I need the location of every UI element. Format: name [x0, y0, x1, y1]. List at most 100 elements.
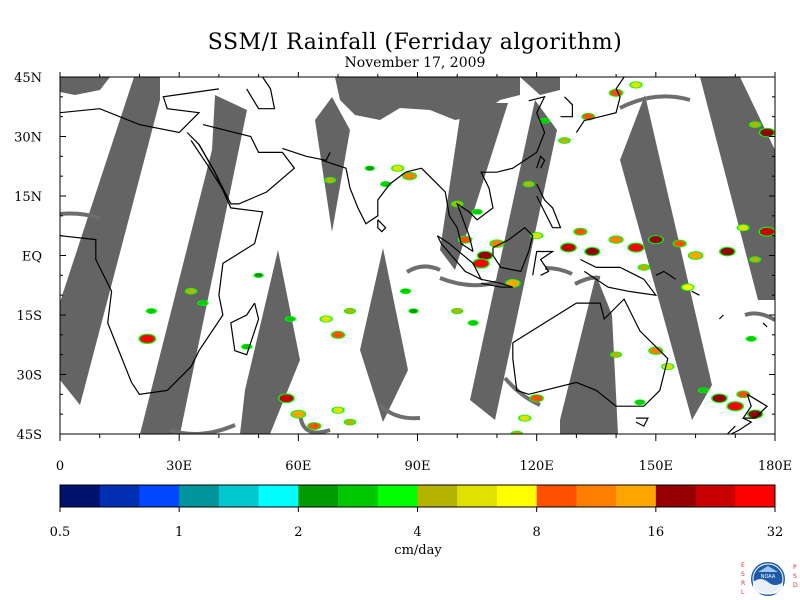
- rain-cell: [610, 89, 622, 97]
- rain-cell: [610, 236, 623, 243]
- rain-cell: [332, 407, 344, 413]
- rain-cell: [381, 181, 390, 187]
- rain-cell: [325, 177, 335, 183]
- rain-cell: [760, 128, 774, 137]
- longitude-label: 60E: [285, 459, 311, 474]
- coastline: [377, 219, 387, 233]
- colorbar-swatch: [695, 485, 736, 507]
- longitude-label: 0: [56, 459, 64, 474]
- rain-cell: [540, 118, 549, 123]
- swath-edge-arc: [544, 266, 573, 276]
- rain-cell: [699, 388, 708, 393]
- coastline: [580, 258, 658, 297]
- rain-cell: [585, 247, 599, 256]
- longitude-label: 120E: [520, 459, 554, 474]
- colorbar-swatch: [377, 485, 418, 507]
- swath-gap-stripe: [470, 100, 557, 420]
- coastline: [536, 183, 562, 229]
- swath-edge-arc: [378, 403, 421, 421]
- colorbar-unit-label: cm/day: [394, 543, 442, 558]
- rain-cell: [506, 279, 520, 287]
- axis-ticks: [59, 72, 776, 441]
- coastline: [282, 147, 331, 161]
- rain-cell: [308, 422, 320, 430]
- coastline: [322, 159, 422, 225]
- rain-cell: [345, 419, 355, 425]
- swath-edge-arcs: [60, 94, 775, 434]
- colorbar-tick-label: 32: [767, 525, 784, 540]
- rain-cell: [530, 395, 543, 402]
- satellite-swath-gaps: [60, 77, 775, 434]
- longitude-labels: 0 30E 60E 90E 120E 150E 180E: [56, 459, 792, 474]
- colorbar-swatch: [536, 485, 577, 507]
- latitude-label: 45N: [14, 71, 42, 86]
- rain-cell: [635, 399, 645, 405]
- longitude-label: 30E: [166, 459, 192, 474]
- coastline: [575, 77, 625, 133]
- rain-cell: [738, 224, 749, 231]
- rain-cell: [712, 394, 727, 403]
- noaa-logo-text: NOAA: [761, 574, 776, 580]
- rain-cell: [279, 394, 294, 403]
- longitude-label: 90E: [404, 459, 430, 474]
- rain-cell: [559, 137, 570, 144]
- coastline: [198, 124, 296, 205]
- rain-cell: [674, 240, 686, 247]
- rain-cell: [748, 410, 762, 418]
- colorbar-swatch: [496, 485, 538, 507]
- rain-cell: [759, 227, 775, 236]
- rain-cell: [639, 264, 649, 271]
- latitude-label: 15N: [14, 190, 42, 205]
- colorbar-tick-label: 0.5: [50, 525, 71, 540]
- rain-cell: [519, 415, 530, 421]
- rain-cell: [254, 273, 263, 278]
- colorbar-swatch: [655, 485, 696, 507]
- coastline: [60, 88, 219, 134]
- swath-edge-arc: [744, 311, 775, 322]
- rain-cell: [611, 352, 621, 358]
- swath-edge-arc: [574, 275, 601, 286]
- colorbar-tick-label: 16: [648, 525, 665, 540]
- coastline: [230, 302, 260, 356]
- rain-cell: [139, 334, 155, 343]
- no-data-region: [335, 77, 520, 120]
- swath-gap-stripe: [240, 250, 300, 434]
- rain-cell: [186, 288, 196, 294]
- rain-cell: [468, 320, 478, 326]
- coastline: [246, 77, 276, 110]
- rain-cell: [345, 308, 355, 314]
- colorbar-swatch: [417, 485, 458, 507]
- rain-cell: [746, 336, 756, 342]
- rain-cell: [737, 391, 749, 398]
- coastline: [560, 96, 573, 118]
- coastlines: [60, 77, 769, 434]
- coastline: [455, 95, 546, 252]
- map-date: November 17, 2009: [344, 55, 486, 71]
- rain-cell: [321, 316, 332, 322]
- colorbar-tick-labels: 0.5 1 2 4 8 16 32: [50, 507, 784, 540]
- colorbar-swatch: [139, 485, 180, 507]
- colorbar-swatch: [616, 485, 657, 507]
- rain-cell: [286, 316, 295, 322]
- swath-gap-stripe: [60, 77, 160, 405]
- colorbar-tick-label: 2: [294, 525, 302, 540]
- rain-cell: [511, 431, 522, 434]
- swath-gap-stripe: [360, 248, 408, 422]
- swath-edge-arc: [60, 211, 101, 220]
- rain-cell: [452, 308, 462, 314]
- map-plot-area: [60, 77, 775, 434]
- rain-cell: [473, 259, 489, 268]
- swath-edge-arc: [619, 94, 691, 110]
- colorbar-tick-label: 4: [413, 525, 421, 540]
- coastline: [492, 226, 534, 273]
- latitude-label: 45S: [17, 428, 42, 443]
- colorbar-tick-label: 1: [175, 525, 183, 540]
- rain-cell: [401, 288, 410, 294]
- colorbar-swatch: [258, 485, 299, 507]
- colorbar-swatch: [576, 485, 617, 507]
- colorbar-tick-label: 8: [533, 525, 541, 540]
- swath-gap-stripe: [140, 95, 247, 434]
